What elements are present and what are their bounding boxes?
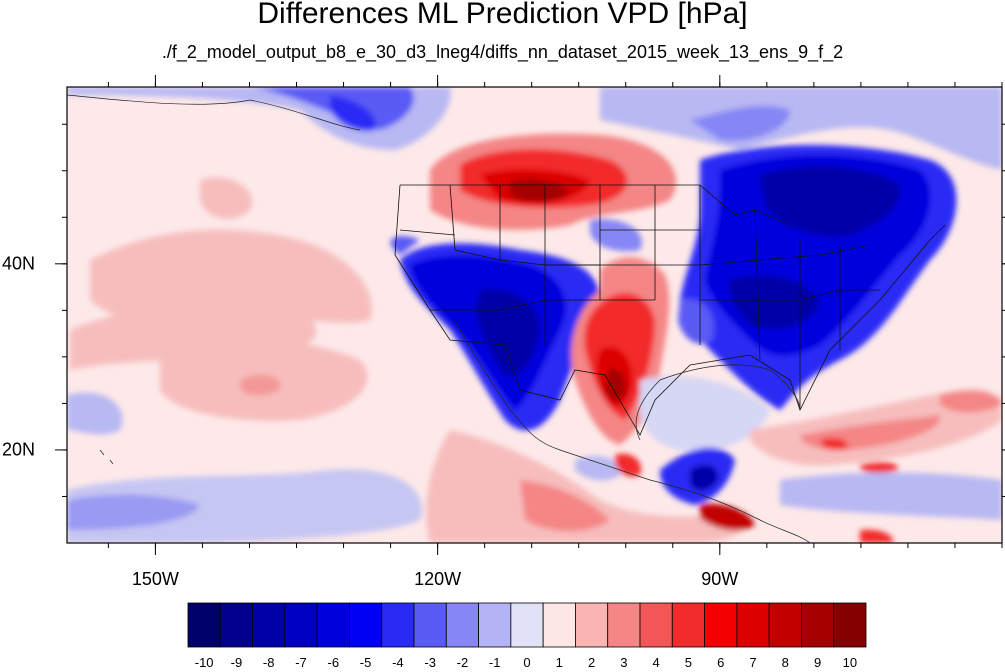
colorbar-label: -2 [456,655,469,670]
colorbar-swatch [187,602,221,648]
colorbar-label: -10 [194,655,214,670]
lat-tick-label: 20N [2,439,36,460]
colorbar-label: 2 [587,655,596,670]
colorbar-swatch [413,602,447,648]
colorbar [187,602,867,648]
colorbar-swatch [284,602,318,648]
colorbar-swatch [316,602,350,648]
colorbar-label: 4 [652,655,660,670]
colorbar-swatch [704,602,738,648]
colorbar-label: 7 [749,655,757,670]
plot-title: Differences ML Prediction VPD [hPa] [257,0,748,30]
colorbar-swatch [736,602,770,648]
colorbar-swatch [801,602,835,648]
colorbar-swatch [349,602,383,648]
colorbar-label: -5 [359,655,372,670]
lon-tick-label: 150W [131,569,179,589]
colorbar-swatch [381,602,415,648]
coastlines [67,94,811,543]
lat-tick-label: 40N [2,253,36,274]
colorbar-label: 9 [813,655,822,670]
colorbar-swatch [252,602,286,648]
colorbar-label: -3 [424,655,436,670]
lon-tick-label: 120W [414,569,462,589]
colorbar-label: -8 [262,655,275,670]
colorbar-label: -4 [392,655,404,670]
colorbar-swatch [639,602,673,648]
colorbar-label: 1 [555,655,563,670]
colorbar-label: -6 [327,655,340,670]
colorbar-swatch [607,602,641,648]
colorbar-swatch [833,602,867,648]
lon-tick-label: 90W [701,569,739,589]
colorbar-label: -9 [230,655,243,670]
colorbar-swatch [575,602,609,648]
colorbar-label: 0 [523,655,531,670]
colorbar-swatch [478,602,512,648]
colorbar-label: 3 [620,655,628,670]
colorbar-label: 6 [717,655,725,670]
plot-subtitle: ./f_2_model_output_b8_e_30_d3_lneg4/diff… [161,42,844,62]
colorbar-label: -1 [488,655,501,670]
colorbar-label: 8 [781,655,789,670]
state-borders [394,184,946,436]
colorbar-label: 5 [684,655,693,670]
vpd-difference-field [67,87,1002,543]
colorbar-label: 10 [842,655,858,670]
colorbar-label: -7 [295,655,307,670]
colorbar-swatch [510,602,544,648]
colorbar-swatch [219,602,253,648]
colorbar-swatch [671,602,705,648]
colorbar-swatch [542,602,576,648]
map-frame [66,86,1003,544]
colorbar-swatch [445,602,479,648]
colorbar-swatch [768,602,802,648]
